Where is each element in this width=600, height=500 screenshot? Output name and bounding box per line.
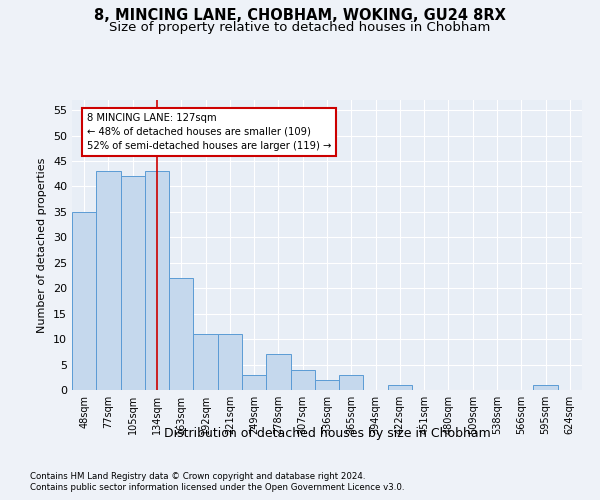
Bar bbox=[193, 334, 218, 390]
Bar bbox=[315, 380, 339, 390]
Text: Distribution of detached houses by size in Chobham: Distribution of detached houses by size … bbox=[164, 428, 490, 440]
Bar bbox=[72, 212, 96, 390]
Bar bbox=[266, 354, 290, 390]
Text: Contains public sector information licensed under the Open Government Licence v3: Contains public sector information licen… bbox=[30, 483, 404, 492]
Text: 8, MINCING LANE, CHOBHAM, WOKING, GU24 8RX: 8, MINCING LANE, CHOBHAM, WOKING, GU24 8… bbox=[94, 8, 506, 22]
Text: Contains HM Land Registry data © Crown copyright and database right 2024.: Contains HM Land Registry data © Crown c… bbox=[30, 472, 365, 481]
Bar bbox=[533, 385, 558, 390]
Bar bbox=[290, 370, 315, 390]
Bar bbox=[218, 334, 242, 390]
Bar bbox=[121, 176, 145, 390]
Bar bbox=[145, 171, 169, 390]
Bar bbox=[339, 374, 364, 390]
Bar bbox=[96, 171, 121, 390]
Text: 8 MINCING LANE: 127sqm
← 48% of detached houses are smaller (109)
52% of semi-de: 8 MINCING LANE: 127sqm ← 48% of detached… bbox=[86, 112, 331, 150]
Y-axis label: Number of detached properties: Number of detached properties bbox=[37, 158, 47, 332]
Text: Size of property relative to detached houses in Chobham: Size of property relative to detached ho… bbox=[109, 21, 491, 34]
Bar bbox=[242, 374, 266, 390]
Bar bbox=[388, 385, 412, 390]
Bar bbox=[169, 278, 193, 390]
